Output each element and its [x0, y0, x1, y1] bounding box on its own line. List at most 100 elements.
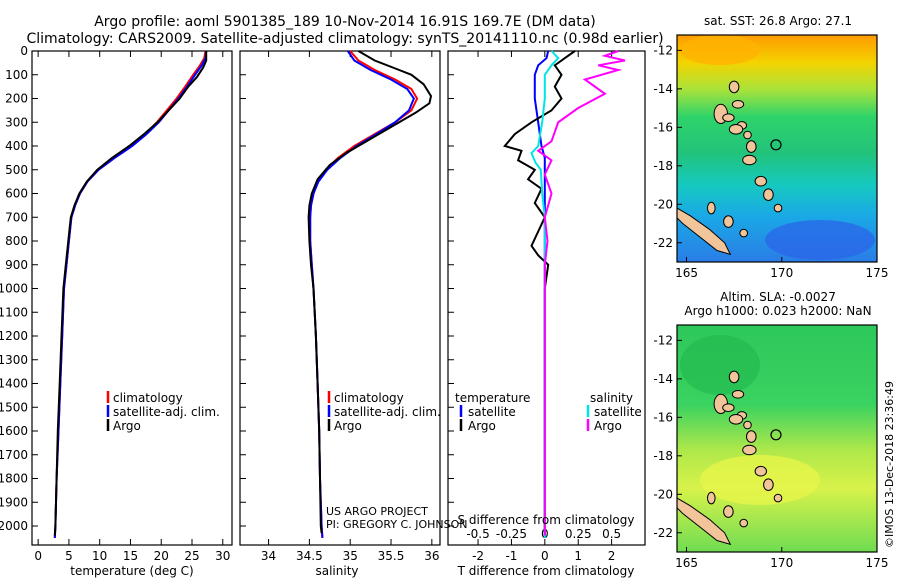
series-line-temperature-argo — [503, 50, 576, 536]
island — [742, 154, 757, 166]
map-y-tick-label: -14 — [653, 82, 673, 96]
y-tick-label: 500 — [5, 163, 28, 177]
x-tick-label: 34.5 — [296, 549, 323, 563]
x2-tick-label: 0.25 — [565, 527, 592, 541]
sla-argo-location-marker — [770, 429, 782, 441]
island — [746, 430, 757, 443]
legend-label-argo: Argo — [113, 419, 141, 433]
salinity-series — [307, 50, 433, 538]
temperature-series — [53, 50, 208, 538]
x2-tick-label: -0.25 — [496, 527, 527, 541]
legend-title-temperature: temperature — [455, 391, 530, 405]
temperature-plot-frame — [31, 50, 233, 546]
series-line-salinity-satellite — [530, 50, 560, 538]
y-tick-label: 2000 — [0, 519, 28, 533]
y-tick-label: 1000 — [0, 282, 28, 296]
sst-cool-patch — [765, 220, 875, 260]
island — [728, 370, 740, 384]
island — [742, 444, 757, 456]
x-tick-label: 36 — [424, 549, 439, 563]
difference-panel: -2 -1 0 1 2 -0.5 -0.25 0 0.25 0.5 T difference f… — [447, 50, 646, 578]
new-caledonia-landmass — [676, 497, 732, 546]
island — [739, 518, 749, 528]
series-line-satellite-adj-clim- — [53, 50, 208, 538]
sla-map-subtitle: Argo h1000: 0.023 h2000: NaN — [684, 304, 871, 318]
map-x-tick-label: 165 — [675, 266, 698, 280]
island — [743, 420, 752, 430]
legend-label-satellite: satellite-adj. clim. — [113, 405, 220, 419]
y-tick-label: 1800 — [0, 472, 28, 486]
y-tick-label: 1200 — [0, 329, 28, 343]
x-tick-label: -2 — [472, 549, 484, 563]
x-tick-label: 2 — [608, 549, 616, 563]
x-tick-label: 35 — [343, 549, 358, 563]
imos-timestamp: ©IMOS 13-Dec-2018 23:36:49 — [883, 381, 896, 548]
salinity-plot-frame — [239, 50, 441, 546]
figure-title-line2: Climatology: CARS2009. Satellite-adjuste… — [26, 31, 663, 47]
s-difference-x-axis: -0.5 -0.25 0 0.25 0.5 — [466, 51, 621, 541]
x-tick-label: 5 — [65, 549, 73, 563]
salinity-legend: climatology satellite-adj. clim. Argo — [327, 391, 441, 433]
legend-label-climatology: climatology — [334, 391, 404, 405]
y-tick-label: 100 — [5, 68, 28, 82]
x2-tick-label: 0.5 — [602, 527, 621, 541]
y-tick-label: 600 — [5, 187, 28, 201]
map-y-tick-label: -18 — [653, 159, 673, 173]
map-y-tick-label: -12 — [653, 43, 673, 57]
t-difference-x-axis: -2 -1 0 1 2 — [448, 50, 616, 563]
series-line-climatology — [53, 50, 207, 538]
y-tick-label: 1100 — [0, 305, 28, 319]
x-tick-label: 15 — [123, 549, 138, 563]
sla-map-frame — [676, 324, 878, 553]
y-tick-label: 400 — [5, 139, 28, 153]
sst-map-title: sat. SST: 26.8 Argo: 27.1 — [704, 14, 852, 28]
island — [763, 188, 774, 201]
sla-dark-patch — [680, 335, 760, 395]
island — [746, 140, 757, 153]
island — [754, 175, 767, 187]
map-y-tick-label: -16 — [653, 410, 673, 424]
sst-map-axes: 165 170 175 -12 -14 -16 -18 -20 -22 — [653, 43, 888, 280]
island — [731, 100, 745, 109]
x-tick-label: 35.5 — [378, 549, 405, 563]
island — [707, 491, 716, 505]
map-x-tick-label: 165 — [675, 556, 698, 570]
y-tick-label: 1300 — [0, 353, 28, 367]
salinity-x-label: salinity — [315, 564, 358, 578]
map-y-tick-label: -14 — [653, 372, 673, 386]
island — [722, 113, 735, 122]
x-tick-label: 0 — [34, 549, 42, 563]
y-tick-label: 200 — [5, 92, 28, 106]
island — [763, 478, 774, 492]
legend-label-t-argo: Argo — [468, 419, 496, 433]
series-line-argo — [53, 51, 208, 536]
island — [728, 124, 744, 135]
island — [743, 130, 752, 140]
temperature-x-label: temperature (deg C) — [70, 564, 193, 578]
legend-label-argo: Argo — [334, 419, 362, 433]
legend-title-salinity: salinity — [590, 391, 633, 405]
series-line-satellite-adj-clim- — [309, 50, 416, 538]
legend-label-s-argo: Argo — [594, 419, 622, 433]
project-credit-line2: PI: GREGORY C. JOHNSON — [326, 518, 467, 531]
legend-label-climatology: climatology — [113, 391, 183, 405]
island — [773, 493, 783, 503]
map-y-tick-label: -12 — [653, 333, 673, 347]
x-tick-label: 0 — [541, 549, 549, 563]
depth-axis: 0 100 200 300 400 500 600 700 800 900 1000 1100 1200… — [0, 44, 38, 533]
map-y-tick-label: -16 — [653, 120, 673, 134]
s-difference-x-label: S difference from climatology — [458, 513, 635, 527]
temperature-panel: 0100200300400500600700800900100011001200… — [0, 44, 233, 578]
series-line-climatology — [309, 50, 419, 538]
salinity-x-axis: 34 34.5 35 35.5 36 — [240, 50, 439, 563]
sla-map-panel: Altim. SLA: -0.0027 Argo h1000: 0.023 h2… — [653, 290, 888, 570]
new-caledonia-landmass — [676, 207, 732, 256]
y-tick-label: 900 — [5, 258, 28, 272]
island — [707, 201, 716, 215]
island — [722, 403, 735, 413]
sla-land-islands — [676, 370, 783, 546]
y-tick-label: 700 — [5, 210, 28, 224]
x-tick-label: 34 — [261, 549, 276, 563]
map-x-tick-label: 175 — [866, 556, 889, 570]
island — [754, 465, 767, 477]
